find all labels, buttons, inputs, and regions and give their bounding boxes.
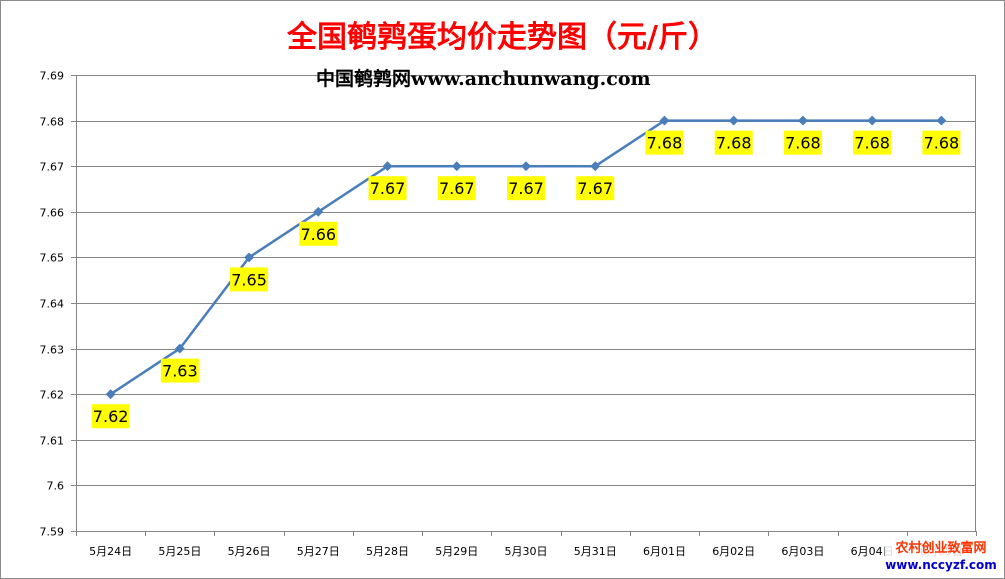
data-point-marker bbox=[174, 343, 185, 354]
watermark: 农村创业致富网 www.nccyzf.com bbox=[885, 541, 997, 575]
data-point-marker bbox=[313, 206, 324, 217]
data-point-marker bbox=[244, 252, 255, 263]
data-label-text: 7.62 bbox=[93, 407, 129, 426]
data-label: 7.68 bbox=[853, 130, 892, 155]
x-tick-label: 5月31日 bbox=[574, 545, 617, 558]
data-label-box bbox=[922, 130, 961, 155]
data-label-text: 7.68 bbox=[924, 134, 960, 153]
y-tick-label: 7.6 bbox=[47, 480, 65, 493]
data-label-box bbox=[783, 130, 822, 155]
data-label-box bbox=[160, 358, 199, 383]
data-point-marker bbox=[382, 161, 393, 172]
y-tick-label: 7.62 bbox=[40, 389, 65, 402]
data-label: 7.66 bbox=[299, 221, 338, 246]
data-label: 7.68 bbox=[783, 130, 822, 155]
data-label-box bbox=[714, 130, 753, 155]
data-label-box bbox=[368, 176, 407, 201]
data-point-marker bbox=[521, 161, 531, 172]
data-point-marker bbox=[797, 115, 808, 126]
y-tick-label: 7.69 bbox=[40, 70, 65, 83]
data-label: 7.63 bbox=[160, 358, 199, 383]
data-label-box bbox=[853, 130, 892, 155]
data-point-marker bbox=[728, 115, 739, 126]
data-point-marker bbox=[867, 115, 878, 126]
y-tick-label: 7.68 bbox=[40, 116, 65, 129]
data-label: 7.67 bbox=[368, 176, 407, 201]
x-tick-label: 5月25日 bbox=[158, 545, 201, 558]
y-axis-ticks: 7.69 7.68 7.67 7.66 7.65 7.64 7.63 7.62 7.61 7.6 7… bbox=[40, 70, 65, 539]
data-label: 7.67 bbox=[437, 176, 476, 201]
data-label: 7.62 bbox=[91, 404, 130, 429]
data-label: 7.65 bbox=[230, 267, 269, 292]
data-label-box bbox=[507, 176, 545, 201]
data-point-marker bbox=[659, 115, 670, 126]
x-tick-label: 5月27日 bbox=[297, 545, 340, 558]
y-tick-label: 7.67 bbox=[40, 161, 65, 174]
y-tick-label: 7.65 bbox=[40, 252, 65, 265]
x-tick-label: 5月30日 bbox=[505, 545, 548, 558]
x-tick-label: 6月02日 bbox=[712, 545, 755, 558]
x-tick-label: 5月29日 bbox=[435, 545, 478, 558]
data-label-box bbox=[230, 267, 269, 292]
gridlines bbox=[76, 75, 976, 486]
data-point-marker bbox=[451, 161, 462, 172]
data-label: 7.68 bbox=[922, 130, 961, 155]
data-label-box bbox=[299, 221, 338, 246]
x-tick-label: 5月28日 bbox=[366, 545, 409, 558]
data-label: 7.67 bbox=[507, 176, 545, 201]
data-labels: 7.62 7.63 7.65 7.66 7.67 7.67 7.67 7.67 7.68 7.68… bbox=[91, 130, 961, 429]
x-tick-label: 5月24日 bbox=[89, 545, 132, 558]
data-label-text: 7.67 bbox=[439, 179, 475, 198]
chart-title: 全国鹌鹑蛋均价走势图（元/斤） bbox=[287, 20, 718, 55]
data-label-text: 7.68 bbox=[647, 134, 683, 153]
series-line bbox=[105, 115, 947, 400]
data-label-text: 7.68 bbox=[716, 134, 752, 153]
x-tick-label: 5月26日 bbox=[228, 545, 271, 558]
data-label-text: 7.65 bbox=[231, 270, 267, 289]
data-label-text: 7.67 bbox=[370, 179, 406, 198]
data-label-text: 7.63 bbox=[162, 362, 198, 381]
y-tick-label: 7.63 bbox=[40, 344, 65, 357]
x-tick-label: 6月04日 bbox=[851, 545, 894, 558]
x-axis-ticks: 5月24日 5月25日 5月26日 5月27日 5月28日 5月29日 5月30日 5月31日… bbox=[89, 545, 963, 558]
watermark-line-2: www.nccyzf.com bbox=[885, 557, 997, 573]
data-label: 7.68 bbox=[645, 130, 684, 155]
data-label-box bbox=[576, 176, 615, 201]
data-label-text: 7.67 bbox=[577, 179, 613, 198]
data-label-box bbox=[437, 176, 476, 201]
data-point-marker bbox=[590, 161, 601, 172]
data-label-text: 7.67 bbox=[508, 179, 544, 198]
x-tick-label: 6月01日 bbox=[643, 545, 686, 558]
axes bbox=[71, 75, 977, 536]
y-tick-label: 7.59 bbox=[40, 526, 65, 539]
data-label: 7.68 bbox=[714, 130, 753, 155]
data-label: 7.67 bbox=[576, 176, 615, 201]
x-tick-label: 6月03日 bbox=[781, 545, 824, 558]
chart-subtitle: 中国鹌鹑网www.anchunwang.com bbox=[316, 68, 651, 90]
y-tick-label: 7.64 bbox=[40, 298, 65, 311]
data-point-marker bbox=[936, 115, 947, 126]
data-label-box bbox=[91, 404, 130, 429]
data-label-text: 7.68 bbox=[785, 134, 821, 153]
data-label-box bbox=[645, 130, 684, 155]
data-label-text: 7.68 bbox=[854, 134, 890, 153]
watermark-line-1: 农村创业致富网 bbox=[885, 541, 997, 557]
y-tick-label: 7.61 bbox=[40, 435, 65, 448]
y-tick-label: 7.66 bbox=[40, 207, 65, 220]
data-label-text: 7.66 bbox=[300, 225, 336, 244]
